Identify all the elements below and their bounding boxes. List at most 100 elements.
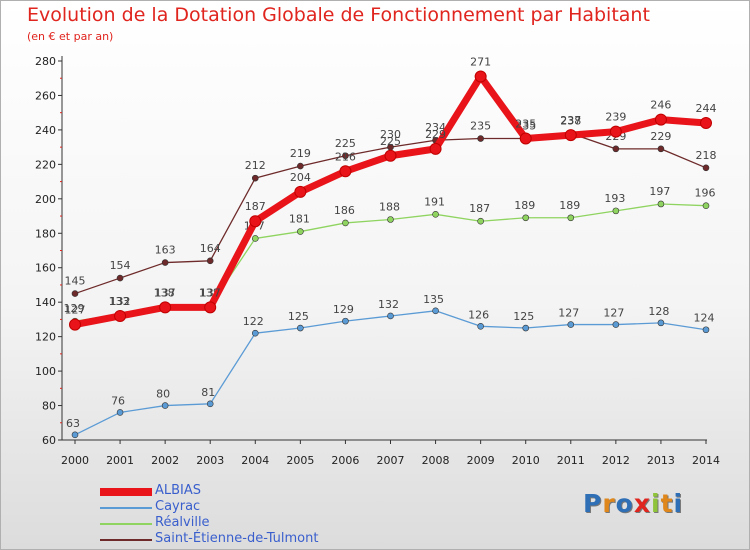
logo-letter: i xyxy=(651,489,661,518)
y-tick-label: 120 xyxy=(35,331,56,344)
data-point xyxy=(702,326,710,334)
legend-swatch xyxy=(100,523,152,525)
data-point xyxy=(251,174,259,182)
data-label: 219 xyxy=(290,147,311,160)
data-label: 127 xyxy=(65,304,86,317)
data-label: 80 xyxy=(156,388,170,401)
legend-swatch xyxy=(100,488,152,496)
data-point xyxy=(522,324,530,332)
series-line-cayrac xyxy=(74,310,707,436)
data-point xyxy=(159,301,172,314)
x-tick-label: 2010 xyxy=(512,454,540,467)
data-label: 244 xyxy=(696,102,717,115)
data-label: 196 xyxy=(695,187,716,200)
data-point xyxy=(387,312,394,320)
data-label: 197 xyxy=(649,185,670,198)
data-label: 127 xyxy=(603,307,624,320)
data-label: 125 xyxy=(288,310,309,323)
data-label: 218 xyxy=(696,149,717,162)
data-point xyxy=(204,301,217,314)
data-point xyxy=(297,228,304,235)
data-point xyxy=(342,152,349,160)
x-tick-label: 2004 xyxy=(241,454,269,467)
data-label: 238 xyxy=(560,114,581,127)
data-label: 234 xyxy=(425,121,446,134)
data-point xyxy=(612,207,620,215)
y-tick-label: 140 xyxy=(35,296,56,309)
logo-letter: r xyxy=(602,489,616,518)
data-point xyxy=(387,216,394,223)
y-tick-label: 240 xyxy=(35,124,56,137)
data-point xyxy=(477,135,484,142)
data-label: 122 xyxy=(243,315,264,328)
data-point xyxy=(71,431,79,439)
data-point xyxy=(657,200,665,208)
proxiti-logo: Proxiti xyxy=(583,489,683,518)
data-point xyxy=(654,113,667,126)
data-point xyxy=(161,259,169,266)
data-point xyxy=(294,185,307,198)
data-point xyxy=(249,215,262,228)
legend-swatch xyxy=(100,507,152,509)
data-label: 193 xyxy=(604,192,625,205)
logo-letter: x xyxy=(633,489,651,518)
x-tick-label: 2002 xyxy=(151,454,179,467)
data-label: 229 xyxy=(650,130,671,143)
y-tick-label: 220 xyxy=(35,158,56,171)
data-point xyxy=(342,219,349,227)
chart-title: Evolution de la Dotation Globale de Fonc… xyxy=(27,4,650,26)
x-tick-label: 2011 xyxy=(557,454,585,467)
data-point xyxy=(342,317,349,325)
data-point xyxy=(384,149,397,162)
data-label: 132 xyxy=(110,295,131,308)
x-tick-label: 2005 xyxy=(286,454,314,467)
data-label: 187 xyxy=(245,200,266,213)
data-label: 137 xyxy=(155,286,176,299)
y-tick-label: 260 xyxy=(35,89,56,102)
data-label: 137 xyxy=(200,286,221,299)
x-tick-label: 2012 xyxy=(602,454,630,467)
data-label: 235 xyxy=(470,120,491,133)
data-label: 135 xyxy=(423,293,444,306)
data-point xyxy=(519,132,532,145)
data-label: 126 xyxy=(468,308,489,321)
logo-letter: i xyxy=(673,489,684,518)
x-tick-label: 2009 xyxy=(467,454,495,467)
data-point xyxy=(251,329,259,337)
data-point xyxy=(702,164,710,172)
x-tick-label: 2000 xyxy=(61,454,89,467)
x-tick-label: 2008 xyxy=(422,454,450,467)
data-label: 225 xyxy=(380,135,401,148)
data-label: 133 xyxy=(109,295,130,308)
data-label: 186 xyxy=(334,204,355,217)
legend-label: Saint-Étienne-de-Tulmont xyxy=(155,531,319,546)
data-label: 212 xyxy=(245,159,266,172)
legend-label: Cayrac xyxy=(155,499,201,514)
data-label: 76 xyxy=(111,394,125,407)
data-label: 163 xyxy=(155,244,176,257)
data-label: 138 xyxy=(154,287,175,300)
logo-letter: t xyxy=(660,489,674,518)
data-point xyxy=(116,409,124,416)
data-point xyxy=(69,318,81,331)
data-label: 129 xyxy=(333,303,354,316)
data-label: 271 xyxy=(470,56,491,69)
data-point xyxy=(477,322,484,330)
data-label: 204 xyxy=(290,171,311,184)
data-label: 191 xyxy=(424,195,445,208)
data-point xyxy=(116,274,124,282)
data-label: 189 xyxy=(559,199,580,212)
data-label: 124 xyxy=(694,312,715,325)
data-label: 81 xyxy=(201,386,215,399)
logo-letter: o xyxy=(615,489,634,518)
data-label: 239 xyxy=(605,111,626,124)
data-point xyxy=(297,324,304,332)
logo-letter: P xyxy=(583,489,603,518)
x-tick-label: 2001 xyxy=(106,454,134,467)
data-point xyxy=(612,321,620,328)
data-point xyxy=(564,129,577,142)
data-point xyxy=(429,142,442,155)
data-point xyxy=(339,165,352,178)
